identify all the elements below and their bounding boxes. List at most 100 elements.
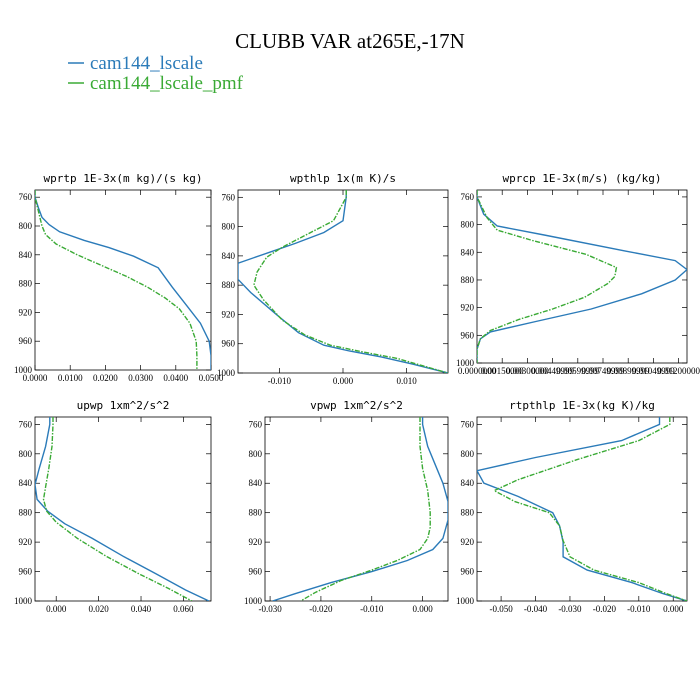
panel-5: vpwp 1xm^2/s^27608008408809209601000-0.0… bbox=[244, 399, 449, 614]
x-tick-label: 0.0400 bbox=[163, 373, 188, 383]
x-tick-label: -0.010 bbox=[627, 604, 651, 614]
x-tick-label: 0.000 bbox=[333, 376, 354, 386]
y-tick-label: 880 bbox=[461, 275, 475, 285]
panel-6: rtpthlp 1E-3x(kg K)/kg 760 800 840 880 920 960… bbox=[456, 399, 688, 614]
panels: wprtp 1E-3x(m kg)/(s kg) 760 800 840 880 920 9… bbox=[14, 172, 700, 614]
panel-title: upwp 1xm^2/s^2 bbox=[77, 399, 170, 412]
plot-frame bbox=[476, 189, 688, 364]
y-tick-label: 960 bbox=[249, 567, 263, 577]
y-tick-label: 960 bbox=[461, 330, 475, 340]
series-line-lscale-pmf bbox=[253, 190, 448, 373]
y-tick-label: 1000 bbox=[14, 365, 33, 375]
y-tick-label: 960 bbox=[461, 567, 475, 577]
x-tick-label: 0.0000 bbox=[23, 373, 48, 383]
y-tick-label: 1000 bbox=[217, 368, 236, 378]
series-line-lscale-pmf bbox=[477, 190, 618, 363]
x-tick-label: -0.030 bbox=[258, 604, 282, 614]
plot-frame bbox=[476, 416, 688, 602]
panel-title: wprcp 1E-3x(m/s) (kg/kg) bbox=[503, 172, 662, 185]
series-line-lscale bbox=[35, 417, 210, 601]
x-tick-label: 0.000 bbox=[412, 604, 433, 614]
panel-title: wpthlp 1x(m K)/s bbox=[290, 172, 396, 185]
y-tick-label: 760 bbox=[461, 192, 475, 202]
legend: cam144_lscale cam144_lscale_pmf bbox=[68, 53, 244, 94]
y-tick-label: 920 bbox=[461, 303, 475, 313]
panel-3: wprcp 1E-3x(m/s) (kg/kg) 760 800 840 880 920 9… bbox=[456, 172, 700, 376]
y-tick-label: 800 bbox=[461, 449, 475, 459]
y-tick-label: 840 bbox=[461, 247, 475, 257]
y-tick-label: 760 bbox=[249, 419, 263, 429]
y-tick-label: 800 bbox=[249, 449, 263, 459]
y-tick-label: 840 bbox=[461, 478, 475, 488]
plot-frame bbox=[34, 416, 212, 602]
y-tick-label: 880 bbox=[19, 279, 33, 289]
y-tick-label: 920 bbox=[19, 307, 33, 317]
x-tick-label: 0.040 bbox=[131, 604, 152, 614]
series-line-lscale bbox=[238, 190, 448, 373]
panel-4: upwp 1xm^2/s^2 760 800 840 880 920 960 1000 0.00… bbox=[14, 399, 212, 614]
y-tick-label: 840 bbox=[222, 251, 236, 261]
panel-title: vpwp 1xm^2/s^2 bbox=[310, 399, 403, 412]
series-line-lscale-pmf bbox=[300, 417, 431, 601]
y-tick-label: 800 bbox=[19, 221, 33, 231]
x-tick-label: 0.0500 bbox=[199, 373, 224, 383]
x-tick-label: -0.030 bbox=[558, 604, 582, 614]
y-tick-label: 880 bbox=[222, 280, 236, 290]
y-tick-label: 840 bbox=[249, 478, 263, 488]
x-tick-label: 0.000 bbox=[46, 604, 67, 614]
y-tick-label: 920 bbox=[222, 309, 236, 319]
legend-label-lscale-pmf: cam144_lscale_pmf bbox=[90, 73, 244, 94]
y-tick-label: 1000 bbox=[456, 596, 475, 606]
series-line-lscale bbox=[272, 417, 448, 601]
panel-title: rtpthlp 1E-3x(kg K)/kg bbox=[509, 399, 655, 412]
x-tick-label: -0.020 bbox=[593, 604, 617, 614]
figure-title: CLUBB VAR at265E,-17N bbox=[235, 29, 465, 53]
x-tick-label: 0.020 bbox=[88, 604, 109, 614]
x-tick-label: 0.01200000 bbox=[657, 366, 700, 376]
series-line-lscale bbox=[477, 190, 687, 363]
series-line-lscale-pmf bbox=[35, 190, 198, 370]
series-line-lscale bbox=[35, 190, 211, 370]
y-tick-label: 920 bbox=[461, 537, 475, 547]
y-tick-label: 1000 bbox=[456, 358, 475, 368]
panel-1: wprtp 1E-3x(m kg)/(s kg) 760 800 840 880 920 9… bbox=[14, 172, 224, 383]
y-tick-label: 1000 bbox=[244, 596, 263, 606]
x-tick-label: 0.00749999 bbox=[582, 366, 625, 376]
y-tick-label: 920 bbox=[249, 537, 263, 547]
y-tick-label: 840 bbox=[19, 478, 33, 488]
x-tick-label: 0.00300000 bbox=[506, 366, 549, 376]
legend-label-lscale: cam144_lscale bbox=[90, 53, 203, 74]
x-tick-label: -0.010 bbox=[268, 376, 292, 386]
series-line-lscale-pmf bbox=[492, 417, 687, 601]
x-tick-label: -0.050 bbox=[489, 604, 513, 614]
y-tick-label: 760 bbox=[461, 419, 475, 429]
y-tick-label: 880 bbox=[249, 508, 263, 518]
x-tick-label: 0.0200 bbox=[93, 373, 118, 383]
y-tick-label: 960 bbox=[222, 339, 236, 349]
y-tick-label: 920 bbox=[19, 537, 33, 547]
series-line-lscale bbox=[477, 417, 687, 601]
x-tick-label: 0.0100 bbox=[58, 373, 83, 383]
panel-title: wprtp 1E-3x(m kg)/(s kg) bbox=[44, 172, 203, 185]
x-tick-label: 0.060 bbox=[173, 604, 194, 614]
series-line-lscale-pmf bbox=[42, 417, 193, 601]
x-tick-label: -0.010 bbox=[360, 604, 384, 614]
x-tick-label: 0.0300 bbox=[128, 373, 153, 383]
plot-frame bbox=[264, 416, 449, 602]
y-tick-label: 1000 bbox=[14, 596, 33, 606]
panel-2: wpthlp 1x(m K)/s 760 800 840 880 920 960 1000 -0… bbox=[217, 172, 449, 386]
x-tick-label: 0.000 bbox=[663, 604, 684, 614]
y-tick-label: 760 bbox=[222, 192, 236, 202]
x-tick-label: 0.01049999 bbox=[632, 366, 675, 376]
y-tick-label: 800 bbox=[19, 449, 33, 459]
x-tick-label: 0.0000000 bbox=[458, 366, 497, 376]
x-tick-label: 0.00150000 bbox=[481, 366, 524, 376]
plot-frame bbox=[34, 189, 212, 371]
y-tick-label: 960 bbox=[19, 567, 33, 577]
y-tick-label: 760 bbox=[19, 192, 33, 202]
x-tick-label: 0.00599999 bbox=[556, 366, 599, 376]
x-tick-label: 0.010 bbox=[397, 376, 418, 386]
y-tick-label: 840 bbox=[19, 250, 33, 260]
x-tick-label: 0.00449999 bbox=[531, 366, 574, 376]
